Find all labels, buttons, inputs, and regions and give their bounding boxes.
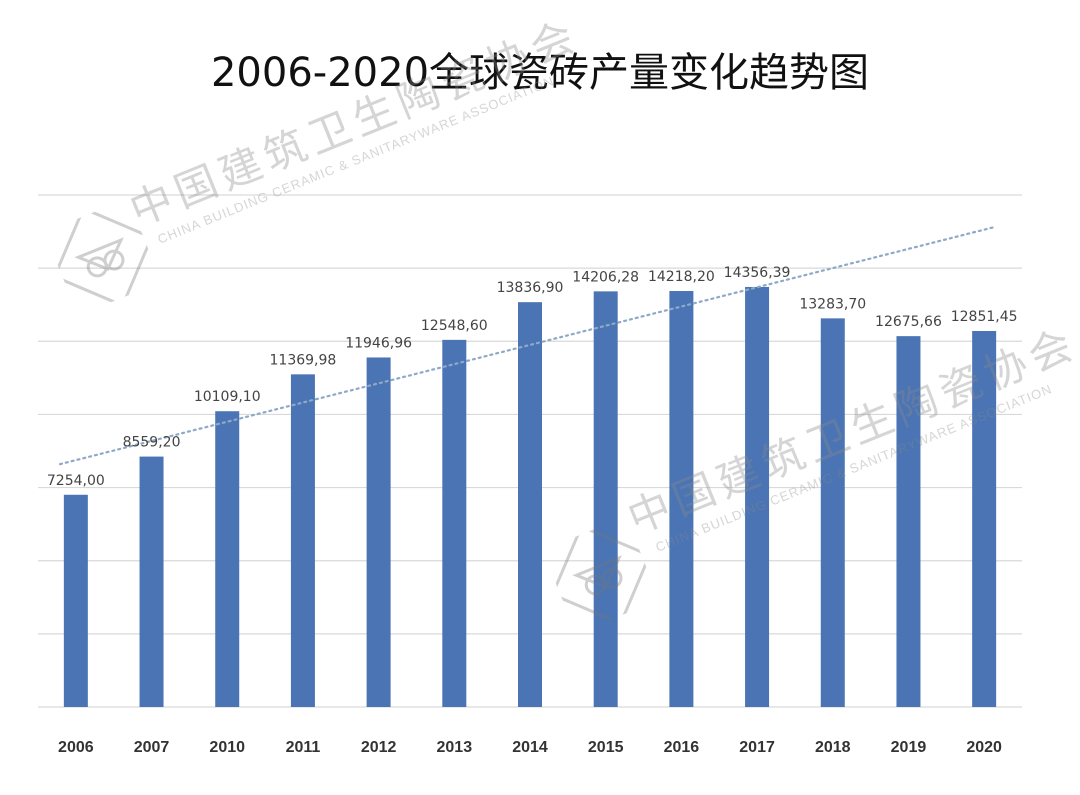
- bar-2007: [139, 456, 164, 707]
- bar-2020: [972, 331, 997, 707]
- trendline-path: [58, 226, 996, 466]
- data-label-2012: 11946,96: [345, 335, 412, 351]
- x-tick-2017: 2017: [739, 739, 775, 756]
- bar-2013: [442, 339, 467, 707]
- bar-2017: [745, 286, 770, 707]
- bar-2015: [593, 291, 618, 707]
- x-axis-ticks: 2006 2007 2010 2011 2012 2013 2014 2015 2016 2017…: [58, 739, 1002, 756]
- data-label-2017: 14356,39: [724, 265, 791, 281]
- bars: [63, 286, 997, 707]
- x-tick-2007: 2007: [134, 739, 170, 756]
- x-tick-2020: 2020: [966, 739, 1002, 756]
- data-labels: 7254,00 8559,20 10109,10 11369,98 11946,96 12…: [47, 265, 1018, 489]
- bar-2019: [896, 336, 921, 707]
- bar-2006: [63, 494, 88, 707]
- x-tick-2019: 2019: [891, 739, 927, 756]
- x-tick-2010: 2010: [209, 739, 245, 756]
- x-tick-2018: 2018: [815, 739, 851, 756]
- bar-2016: [669, 291, 694, 707]
- data-label-2010: 10109,10: [194, 389, 261, 405]
- data-label-2015: 14206,28: [572, 269, 639, 285]
- x-tick-2012: 2012: [361, 739, 397, 756]
- data-label-2018: 13283,70: [799, 296, 866, 312]
- x-tick-2013: 2013: [437, 739, 473, 756]
- data-label-2016: 14218,20: [648, 269, 715, 285]
- data-label-2011: 11369,98: [270, 352, 337, 368]
- chart-title: 2006-2020全球瓷砖产量变化趋势图: [210, 50, 870, 96]
- bar-2010: [215, 411, 240, 707]
- bar-2011: [290, 374, 315, 707]
- data-label-2013: 12548,60: [421, 318, 488, 334]
- data-label-2020: 12851,45: [951, 309, 1018, 325]
- data-label-2019: 12675,66: [875, 314, 942, 330]
- x-tick-2015: 2015: [588, 739, 624, 756]
- x-tick-2006: 2006: [58, 739, 94, 756]
- bar-2018: [820, 318, 845, 707]
- x-tick-2011: 2011: [286, 739, 321, 756]
- x-tick-2016: 2016: [664, 739, 700, 756]
- data-label-2007: 8559,20: [123, 435, 181, 451]
- data-label-2006: 7254,00: [47, 473, 105, 489]
- bar-2014: [518, 302, 542, 707]
- x-tick-2014: 2014: [512, 739, 548, 756]
- trendline: [58, 226, 996, 466]
- bar-2012: [366, 357, 391, 707]
- data-label-2014: 13836,90: [497, 280, 564, 296]
